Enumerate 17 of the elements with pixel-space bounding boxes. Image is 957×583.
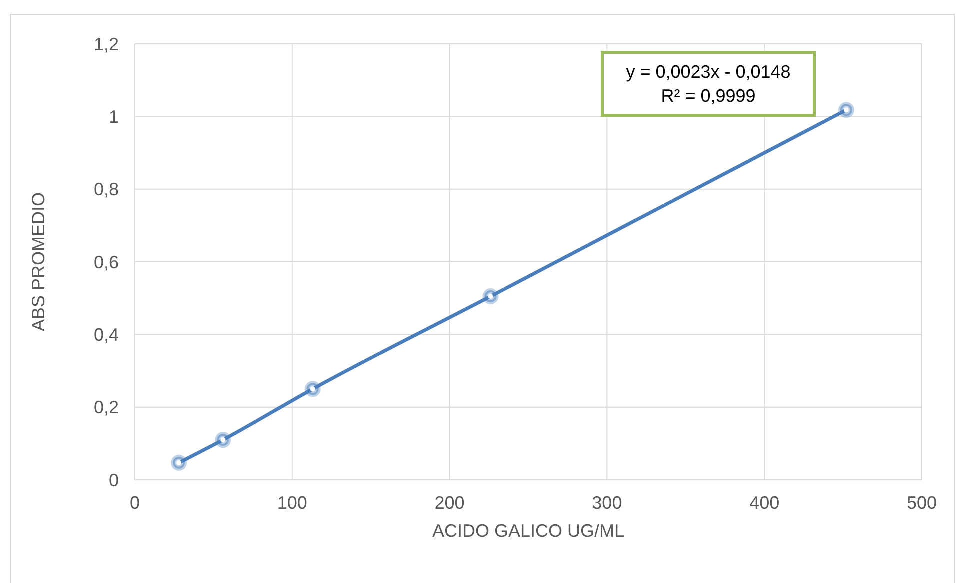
- y-tick-label: 0,4: [94, 325, 119, 346]
- x-tick-label: 300: [592, 492, 622, 513]
- x-tick-label: 400: [750, 492, 780, 513]
- y-tick-label: 0: [108, 470, 119, 490]
- y-axis-title: ABS PROMEDIO: [28, 192, 48, 332]
- y-tick-label: 1,2: [94, 34, 119, 54]
- x-tick-label: 200: [434, 492, 465, 513]
- x-tick-label: 100: [277, 492, 308, 513]
- y-tick-label: 0,2: [94, 398, 119, 418]
- x-axis-title: ACIDO GALICO UG/ML: [432, 521, 625, 541]
- annotation: y = 0,0023x - 0,0148: [625, 61, 792, 84]
- y-tick-label: 0,8: [94, 180, 119, 200]
- x-tick-label: 0: [130, 492, 140, 513]
- y-tick-label: 0,6: [94, 252, 119, 272]
- annotation: R² = 0,9999: [660, 85, 757, 108]
- y-tick-label: 1: [108, 107, 119, 128]
- x-tick-label: 500: [906, 492, 938, 513]
